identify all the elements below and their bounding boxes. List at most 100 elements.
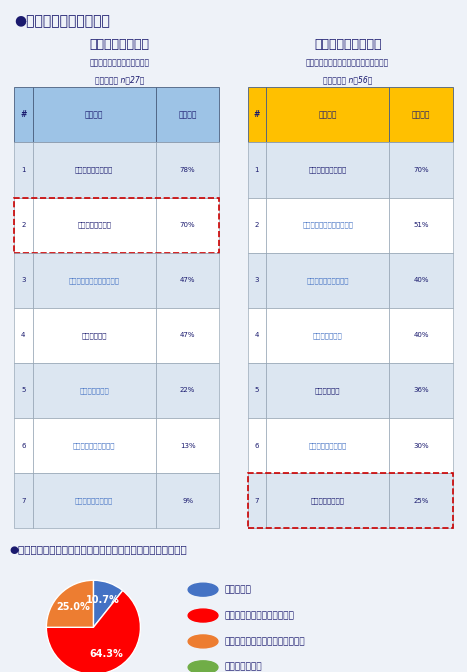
Bar (14, 253, 33, 308)
Text: ～日本企業回答～: ～日本企業回答～ (89, 38, 149, 51)
Text: 2: 2 (255, 222, 259, 228)
Text: 47%: 47% (180, 333, 195, 338)
Circle shape (188, 661, 218, 672)
Bar (14, 142, 33, 198)
Bar (156, 87, 219, 142)
Bar (389, 418, 453, 473)
Bar (248, 473, 453, 528)
Bar (389, 198, 453, 253)
Wedge shape (46, 581, 93, 628)
Bar (33, 198, 156, 253)
Bar (266, 363, 389, 418)
Bar (156, 363, 219, 418)
Text: 回答割合: 回答割合 (412, 110, 431, 120)
Text: 25.0%: 25.0% (56, 601, 90, 612)
Text: 1: 1 (21, 167, 26, 173)
Text: 47%: 47% (180, 278, 195, 283)
Text: 30%: 30% (413, 443, 429, 448)
Text: リーダーシップ: リーダーシップ (79, 387, 109, 394)
Bar (389, 308, 453, 363)
Text: どちらかといえばあてはまる: どちらかといえばあてはまる (225, 611, 295, 620)
Bar (14, 87, 33, 142)
Text: チームとしての成果: チームとしての成果 (75, 167, 113, 173)
Text: チームワーク: チームワーク (81, 332, 107, 339)
Bar (248, 87, 266, 142)
Text: 5: 5 (21, 388, 25, 393)
Bar (156, 418, 219, 473)
Text: 13%: 13% (180, 443, 196, 448)
Text: 25%: 25% (413, 498, 429, 503)
Bar (156, 142, 219, 198)
Text: あてはまらない: あてはまらない (225, 663, 262, 672)
Bar (266, 253, 389, 308)
Bar (266, 87, 389, 142)
Bar (156, 473, 219, 528)
Text: 70%: 70% (180, 222, 196, 228)
Text: 2: 2 (21, 222, 25, 228)
Text: 64.3%: 64.3% (89, 648, 123, 659)
Text: 1: 1 (255, 167, 259, 173)
Text: 評価指標: 評価指標 (318, 110, 337, 120)
Text: 成果に至るまでのプロセス: 成果に至るまでのプロセス (302, 222, 353, 228)
Text: 51%: 51% (413, 222, 429, 228)
Bar (14, 308, 33, 363)
Text: 70%: 70% (413, 167, 429, 173)
Text: 6: 6 (21, 443, 26, 448)
Circle shape (188, 635, 218, 648)
Text: 回答割合: 回答割合 (178, 110, 197, 120)
Text: チームマネジメント: チームマネジメント (75, 497, 113, 504)
Text: 企業に評価されていると考える評価指標: 企業に評価されていると考える評価指標 (306, 59, 389, 68)
Text: コミュニケーション力: コミュニケーション力 (73, 442, 115, 449)
Text: 個人としての成果: 個人としての成果 (77, 222, 111, 228)
Text: チームマネジメント: チームマネジメント (309, 442, 347, 449)
Text: 成果に至るまでのプロセス: 成果に至るまでのプロセス (69, 277, 120, 284)
Bar (266, 198, 389, 253)
Text: 貴社が最も重視する評価指標: 貴社が最も重視する評価指標 (89, 59, 149, 68)
Bar (248, 363, 266, 418)
Text: ●インド高度人材に納得感のあるフィードバックができている: ●インド高度人材に納得感のあるフィードバックができている (9, 544, 187, 554)
Bar (33, 87, 156, 142)
Text: 78%: 78% (180, 167, 196, 173)
Bar (266, 142, 389, 198)
Text: ～インド人材回答～: ～インド人材回答～ (314, 38, 382, 51)
Bar (266, 308, 389, 363)
Bar (389, 473, 453, 528)
Text: 9%: 9% (182, 498, 193, 503)
Text: リーダーシップ: リーダーシップ (313, 332, 342, 339)
Text: （人材回答 n＝56）: （人材回答 n＝56） (323, 75, 372, 84)
Wedge shape (46, 591, 141, 672)
Bar (156, 253, 219, 308)
Bar (14, 418, 33, 473)
Text: 40%: 40% (413, 278, 429, 283)
Text: 5: 5 (255, 388, 259, 393)
Bar (14, 198, 33, 253)
Bar (389, 142, 453, 198)
Text: 4: 4 (255, 333, 259, 338)
Text: 7: 7 (255, 498, 259, 503)
Text: ●評価における重要指標: ●評価における重要指標 (14, 14, 110, 28)
Bar (248, 308, 266, 363)
Bar (248, 253, 266, 308)
Circle shape (188, 583, 218, 596)
Text: 評価指標: 評価指標 (85, 110, 103, 120)
Bar (33, 418, 156, 473)
Bar (389, 87, 453, 142)
Bar (33, 253, 156, 308)
Text: 3: 3 (255, 278, 259, 283)
Bar (33, 363, 156, 418)
Text: 40%: 40% (413, 333, 429, 338)
Text: 4: 4 (21, 333, 25, 338)
Bar (248, 198, 266, 253)
Bar (248, 142, 266, 198)
Bar (248, 473, 266, 528)
Wedge shape (93, 581, 123, 628)
Text: コミュニケーション力: コミュニケーション力 (306, 277, 349, 284)
Text: 10.7%: 10.7% (86, 595, 120, 605)
Text: 6: 6 (255, 443, 259, 448)
Bar (33, 142, 156, 198)
Text: 7: 7 (21, 498, 26, 503)
Bar (248, 418, 266, 473)
Text: 個人としての成果: 個人としての成果 (311, 497, 345, 504)
Circle shape (188, 609, 218, 622)
Bar (33, 473, 156, 528)
